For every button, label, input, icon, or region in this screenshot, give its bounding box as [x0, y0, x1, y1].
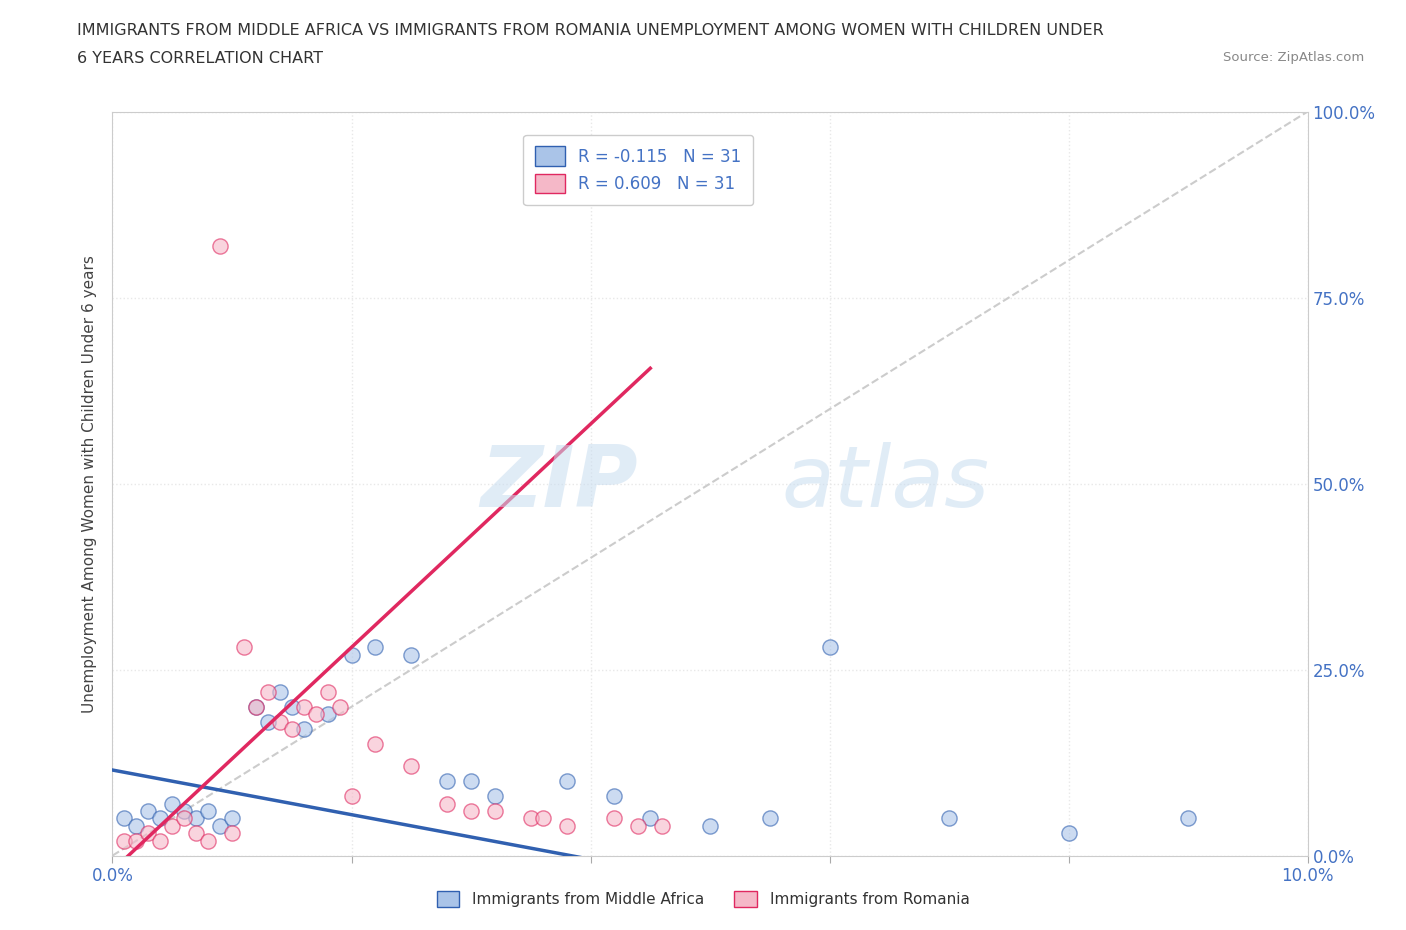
Point [460, 774, 482, 789]
Text: IMMIGRANTS FROM MIDDLE AFRICA VS IMMIGRANTS FROM ROMANIA UNEMPLOYMENT AMONG WOME: IMMIGRANTS FROM MIDDLE AFRICA VS IMMIGRA… [77, 23, 1104, 38]
Point [484, 804, 506, 818]
Point [149, 811, 172, 826]
Point [209, 238, 232, 253]
Point [531, 811, 554, 826]
Point [460, 804, 482, 818]
Point [233, 640, 256, 655]
Point [316, 707, 339, 722]
Point [640, 811, 662, 826]
Legend: Immigrants from Middle Africa, Immigrants from Romania: Immigrants from Middle Africa, Immigrant… [430, 884, 976, 913]
Point [245, 699, 267, 714]
Point [555, 818, 578, 833]
Point [818, 640, 841, 655]
Legend: R = -0.115   N = 31, R = 0.609   N = 31: R = -0.115 N = 31, R = 0.609 N = 31 [523, 135, 754, 205]
Point [173, 804, 195, 818]
Point [292, 699, 315, 714]
Point [316, 684, 339, 699]
Point [436, 774, 458, 789]
Point [269, 714, 291, 729]
Point [555, 774, 578, 789]
Point [173, 811, 195, 826]
Y-axis label: Unemployment Among Women with Children Under 6 years: Unemployment Among Women with Children U… [82, 255, 97, 712]
Point [340, 789, 363, 804]
Point [221, 811, 243, 826]
Point [197, 833, 219, 848]
Point [162, 796, 183, 811]
Point [221, 826, 243, 841]
Point [257, 714, 280, 729]
Point [759, 811, 782, 826]
Point [125, 833, 148, 848]
Text: ZIP: ZIP [481, 442, 638, 525]
Point [292, 722, 315, 737]
Point [340, 647, 363, 662]
Point [938, 811, 960, 826]
Point [401, 647, 423, 662]
Point [699, 818, 721, 833]
Point [209, 818, 232, 833]
Point [520, 811, 543, 826]
Text: 6 YEARS CORRELATION CHART: 6 YEARS CORRELATION CHART [77, 51, 323, 66]
Point [138, 804, 160, 818]
Point [329, 699, 352, 714]
Text: atlas: atlas [782, 442, 990, 525]
Point [1177, 811, 1199, 826]
Point [364, 640, 387, 655]
Point [484, 789, 506, 804]
Point [603, 789, 626, 804]
Point [186, 811, 208, 826]
Point [436, 796, 458, 811]
Point [281, 722, 304, 737]
Point [281, 699, 304, 714]
Point [364, 737, 387, 751]
Point [305, 707, 328, 722]
Point [1057, 826, 1080, 841]
Point [114, 811, 135, 826]
Point [627, 818, 650, 833]
Point [651, 818, 673, 833]
Point [138, 826, 160, 841]
Point [114, 833, 135, 848]
Text: Source: ZipAtlas.com: Source: ZipAtlas.com [1223, 51, 1364, 64]
Point [125, 818, 148, 833]
Point [269, 684, 291, 699]
Point [162, 818, 183, 833]
Point [245, 699, 267, 714]
Point [197, 804, 219, 818]
Point [401, 759, 423, 774]
Point [186, 826, 208, 841]
Point [603, 811, 626, 826]
Point [257, 684, 280, 699]
Point [149, 833, 172, 848]
